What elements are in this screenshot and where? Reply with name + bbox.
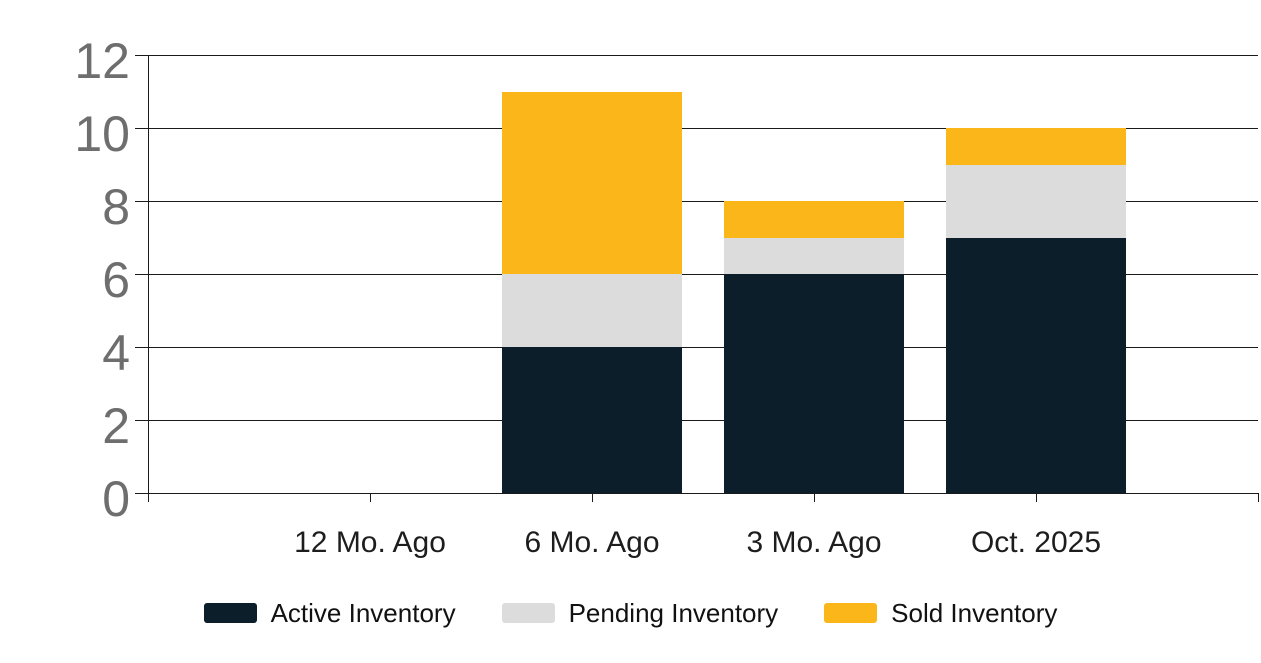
legend-item-sold-inventory: Sold Inventory xyxy=(824,600,1057,626)
x-axis-category-label: Oct. 2025 xyxy=(970,526,1102,559)
bar-segment-pending-inventory-oct-2025 xyxy=(946,164,1126,238)
gridline-y-4 xyxy=(135,347,1258,348)
bar-segment-pending-inventory-3-mo-ago xyxy=(724,237,904,274)
gridline-y-12 xyxy=(135,55,1258,56)
bar-segment-active-inventory-oct-2025 xyxy=(946,237,1126,493)
gridline-y-10 xyxy=(135,128,1258,129)
gridline-y-2 xyxy=(135,420,1258,421)
y-axis-tick-label: 12 xyxy=(74,33,130,89)
bar-segment-sold-inventory-oct-2025 xyxy=(946,128,1126,165)
legend-swatch-icon xyxy=(203,603,257,623)
gridline-y-8 xyxy=(135,201,1258,202)
y-axis-line xyxy=(148,55,149,502)
legend-swatch-icon xyxy=(501,603,555,623)
bar-segment-active-inventory-6-mo-ago xyxy=(502,347,682,493)
x-axis-tick xyxy=(370,493,371,502)
bar-segment-sold-inventory-3-mo-ago xyxy=(724,201,904,238)
bar-segment-active-inventory-3-mo-ago xyxy=(724,274,904,493)
legend-item-active-inventory: Active Inventory xyxy=(203,598,456,628)
bar-segment-pending-inventory-6-mo-ago xyxy=(502,274,682,347)
x-axis-category-label: 3 Mo. Ago xyxy=(746,526,882,559)
x-axis-category-label: 6 Mo. Ago xyxy=(524,526,660,559)
y-axis-tick-label: 6 xyxy=(102,252,130,308)
x-axis-tick xyxy=(592,493,593,502)
y-axis-tick-label: 8 xyxy=(102,179,130,235)
x-axis-tick xyxy=(1258,493,1259,502)
chart-legend: Active Inventory Pending Inventory Sold In… xyxy=(0,598,1261,628)
x-axis-tick xyxy=(1036,493,1037,502)
y-axis-tick-label: 0 xyxy=(102,471,130,527)
x-axis-line xyxy=(135,493,1258,494)
legend-item-pending-inventory: Pending Inventory xyxy=(501,598,779,628)
legend-swatch-icon xyxy=(824,603,878,623)
x-axis-tick xyxy=(814,493,815,502)
gridline-y-6 xyxy=(135,274,1258,275)
legend-label: Active Inventory xyxy=(270,598,456,628)
bar-segment-sold-inventory-6-mo-ago xyxy=(502,91,682,274)
y-axis-tick-label: 4 xyxy=(102,325,130,381)
y-axis-tick-label: 10 xyxy=(74,106,130,162)
x-axis-category-label: 12 Mo. Ago xyxy=(294,526,446,559)
legend-label: Sold Inventory xyxy=(891,598,1058,628)
legend-label: Pending Inventory xyxy=(568,598,779,628)
y-axis-tick-label: 2 xyxy=(102,398,130,454)
